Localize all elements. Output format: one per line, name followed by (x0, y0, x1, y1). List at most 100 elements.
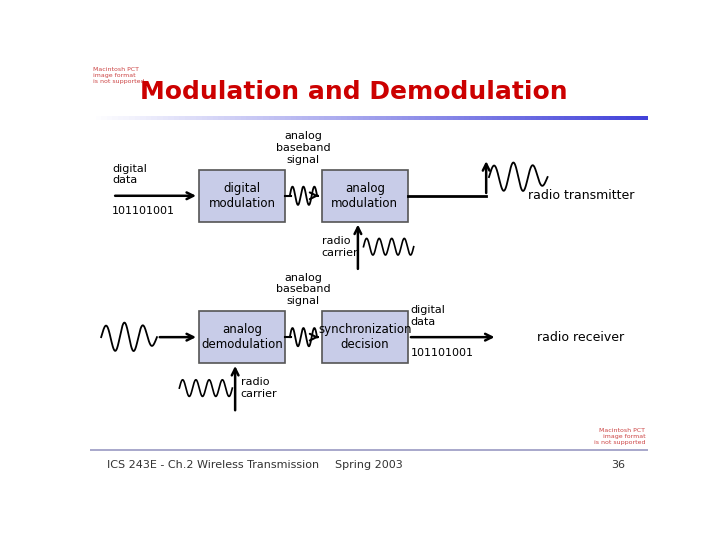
Bar (179, 116, 186, 120)
Bar (322, 311, 408, 363)
Bar (135, 116, 141, 120)
Bar (603, 116, 610, 120)
Bar (547, 116, 554, 120)
Bar (129, 116, 136, 120)
Bar (118, 116, 125, 120)
Bar (436, 116, 443, 120)
Bar (302, 116, 309, 120)
Bar (570, 116, 577, 120)
Text: analog
demodulation: analog demodulation (201, 323, 283, 351)
Bar (631, 116, 638, 120)
Bar (140, 116, 147, 120)
Bar (559, 116, 565, 120)
Text: Macintosh PCT
image format
is not supported: Macintosh PCT image format is not suppor… (594, 428, 645, 445)
Bar (531, 116, 538, 120)
Bar (369, 116, 376, 120)
Bar (202, 116, 208, 120)
Bar (492, 116, 498, 120)
Text: analog
modulation: analog modulation (331, 182, 398, 210)
Bar (526, 116, 532, 120)
Bar (269, 116, 275, 120)
Bar (392, 116, 398, 120)
Bar (190, 116, 197, 120)
Bar (101, 116, 108, 120)
Bar (386, 116, 392, 120)
Text: synchronization
decision: synchronization decision (318, 323, 412, 351)
Bar (112, 116, 119, 120)
Text: 36: 36 (612, 460, 626, 470)
Bar (235, 116, 242, 120)
Bar (536, 116, 543, 120)
Bar (447, 116, 454, 120)
Text: analog
baseband
signal: analog baseband signal (276, 273, 330, 306)
Bar (364, 116, 370, 120)
Bar (174, 116, 181, 120)
Text: digital
modulation: digital modulation (209, 182, 276, 210)
Bar (246, 116, 253, 120)
Bar (322, 170, 408, 222)
Bar (145, 116, 153, 120)
Bar (408, 116, 415, 120)
Bar (593, 116, 599, 120)
Bar (151, 116, 158, 120)
Text: Modulation and Demodulation: Modulation and Demodulation (140, 80, 568, 104)
Bar (609, 116, 616, 120)
Bar (475, 116, 482, 120)
Bar (469, 116, 476, 120)
Bar (240, 116, 248, 120)
Bar (90, 116, 96, 120)
Bar (626, 116, 632, 120)
Bar (598, 116, 605, 120)
Bar (564, 116, 571, 120)
Bar (352, 116, 359, 120)
Text: digital
data: digital data (411, 305, 446, 327)
Bar (324, 116, 331, 120)
Bar (374, 116, 382, 120)
Bar (307, 116, 315, 120)
Text: Spring 2003: Spring 2003 (335, 460, 403, 470)
Bar (425, 116, 431, 120)
Text: analog
baseband
signal: analog baseband signal (276, 131, 330, 165)
Text: 101101001: 101101001 (112, 206, 176, 216)
Bar (380, 116, 387, 120)
Bar (402, 116, 409, 120)
Bar (230, 116, 236, 120)
Bar (587, 116, 593, 120)
Bar (285, 116, 292, 120)
Bar (218, 116, 225, 120)
Bar (319, 116, 325, 120)
Bar (199, 170, 285, 222)
Bar (163, 116, 169, 120)
Bar (397, 116, 404, 120)
Bar (341, 116, 348, 120)
Bar (291, 116, 297, 120)
Bar (124, 116, 130, 120)
Bar (297, 116, 303, 120)
Bar (199, 311, 285, 363)
Bar (486, 116, 493, 120)
Bar (258, 116, 264, 120)
Bar (464, 116, 471, 120)
Bar (459, 116, 465, 120)
Bar (90, 449, 648, 451)
Text: ICS 243E - Ch.2 Wireless Transmission: ICS 243E - Ch.2 Wireless Transmission (107, 460, 319, 470)
Bar (520, 116, 526, 120)
Bar (620, 116, 627, 120)
Bar (503, 116, 510, 120)
Bar (330, 116, 337, 120)
Text: radio transmitter: radio transmitter (528, 190, 634, 202)
Bar (419, 116, 426, 120)
Bar (358, 116, 364, 120)
Text: radio
carrier: radio carrier (240, 377, 277, 399)
Bar (642, 116, 649, 120)
Bar (441, 116, 449, 120)
Bar (196, 116, 203, 120)
Bar (553, 116, 560, 120)
Bar (637, 116, 644, 120)
Text: radio
carrier: radio carrier (322, 236, 359, 258)
Bar (224, 116, 230, 120)
Bar (107, 116, 114, 120)
Bar (263, 116, 270, 120)
Bar (431, 116, 437, 120)
Bar (481, 116, 487, 120)
